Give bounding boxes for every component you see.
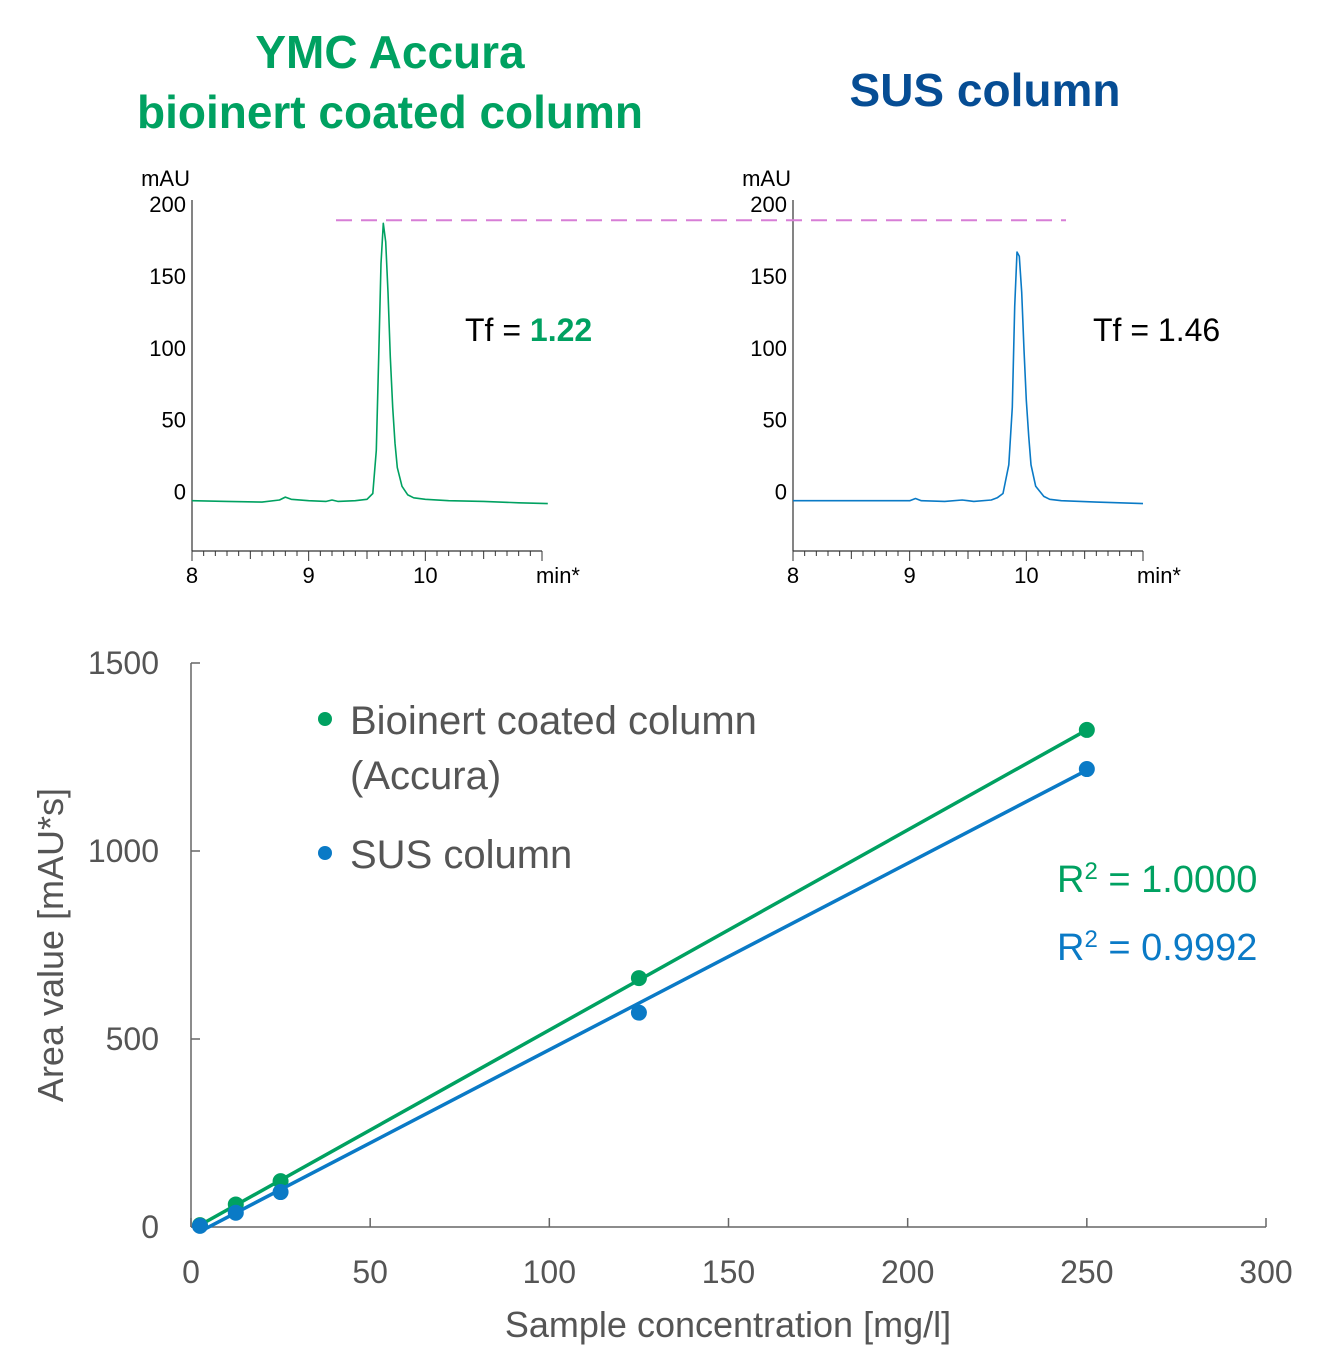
tailing-factor-label: Tf = 1.22 <box>465 312 592 348</box>
chromatogram-trace <box>793 251 1144 505</box>
y-axis-title: Area value [mAU*s] <box>30 788 71 1102</box>
y-tick-label: 0 <box>141 1209 159 1245</box>
r-squared-label: R <box>1057 859 1084 901</box>
legend-label-sus: SUS column <box>350 833 572 877</box>
y-tick-label: 0 <box>174 480 186 505</box>
x-tick-label: 10 <box>413 563 437 588</box>
data-point-sus <box>227 1204 244 1221</box>
y-tick-label: 100 <box>750 336 787 361</box>
x-axis-title: min* <box>1137 563 1181 588</box>
x-tick-label: 150 <box>702 1254 755 1290</box>
chromatogram-trace <box>191 222 548 505</box>
accura-title-line2: bioinert coated column <box>136 86 644 138</box>
legend-label-accura: Bioinert coated column <box>350 699 757 743</box>
legend-marker-sus <box>318 846 332 860</box>
x-tick-label: 9 <box>303 563 315 588</box>
x-tick-label: 100 <box>523 1254 576 1290</box>
legend-marker-accura <box>318 712 332 726</box>
x-tick-label: 250 <box>1060 1254 1113 1290</box>
y-tick-label: 0 <box>775 480 787 505</box>
r-squared-label: R2 = 1.0000 <box>1057 858 1257 902</box>
accura-column-title: YMC Accura bioinert coated column <box>60 22 720 142</box>
fit-line-sus <box>199 768 1088 1234</box>
x-axis-title: min* <box>536 563 580 588</box>
x-tick-label: 8 <box>186 563 198 588</box>
r-squared-label: R2 = 0.9992 <box>1057 926 1257 970</box>
x-axis-title: Sample concentration [mg/l] <box>505 1304 951 1345</box>
data-point-sus <box>191 1217 208 1234</box>
x-tick-label: 0 <box>182 1254 200 1290</box>
y-axis-title: mAU <box>141 166 190 191</box>
y-tick-label: 200 <box>149 192 186 217</box>
tailing-factor-label: Tf = 1.46 <box>1093 312 1220 348</box>
x-tick-label: 8 <box>787 563 799 588</box>
y-tick-label: 1000 <box>88 833 159 869</box>
sus-column-title: SUS column <box>849 64 1121 116</box>
accura-title-line1: YMC Accura <box>255 26 525 78</box>
y-tick-label: 50 <box>763 408 787 433</box>
x-tick-label: 10 <box>1014 563 1038 588</box>
y-tick-label: 150 <box>149 264 186 289</box>
y-tick-label: 200 <box>750 192 787 217</box>
tailing-factor-value: 1.46 <box>1158 312 1220 348</box>
x-tick-label: 50 <box>352 1254 388 1290</box>
y-axis-title: mAU <box>742 166 791 191</box>
data-point-sus <box>1078 761 1095 778</box>
data-point-sus <box>630 1004 647 1021</box>
data-point-sus <box>272 1184 289 1201</box>
y-tick-label: 1500 <box>88 645 159 681</box>
legend-label-accura-line2: (Accura) <box>350 754 501 798</box>
data-point-accura <box>1078 721 1095 738</box>
tailing-factor-prefix: Tf = <box>465 312 530 348</box>
y-tick-label: 150 <box>750 264 787 289</box>
x-tick-label: 300 <box>1239 1254 1292 1290</box>
tailing-factor-value: 1.22 <box>530 312 592 348</box>
tailing-factor-prefix: Tf = <box>1093 312 1158 348</box>
r-squared-label: R <box>1057 927 1084 969</box>
x-tick-label: 200 <box>881 1254 934 1290</box>
y-tick-label: 100 <box>149 336 186 361</box>
r-squared-value: = 0.9992 <box>1098 927 1258 969</box>
r-squared-sup: 2 <box>1084 858 1097 885</box>
y-tick-label: 50 <box>162 408 186 433</box>
data-point-accura <box>630 970 647 987</box>
r-squared-value: = 1.0000 <box>1098 859 1258 901</box>
x-tick-label: 9 <box>904 563 916 588</box>
y-tick-label: 500 <box>106 1021 159 1057</box>
r-squared-sup: 2 <box>1084 926 1097 953</box>
calibration-plot: 0 50 100 150 200 250 300 0 500 1000 1500 Sample con… <box>30 645 1293 1345</box>
